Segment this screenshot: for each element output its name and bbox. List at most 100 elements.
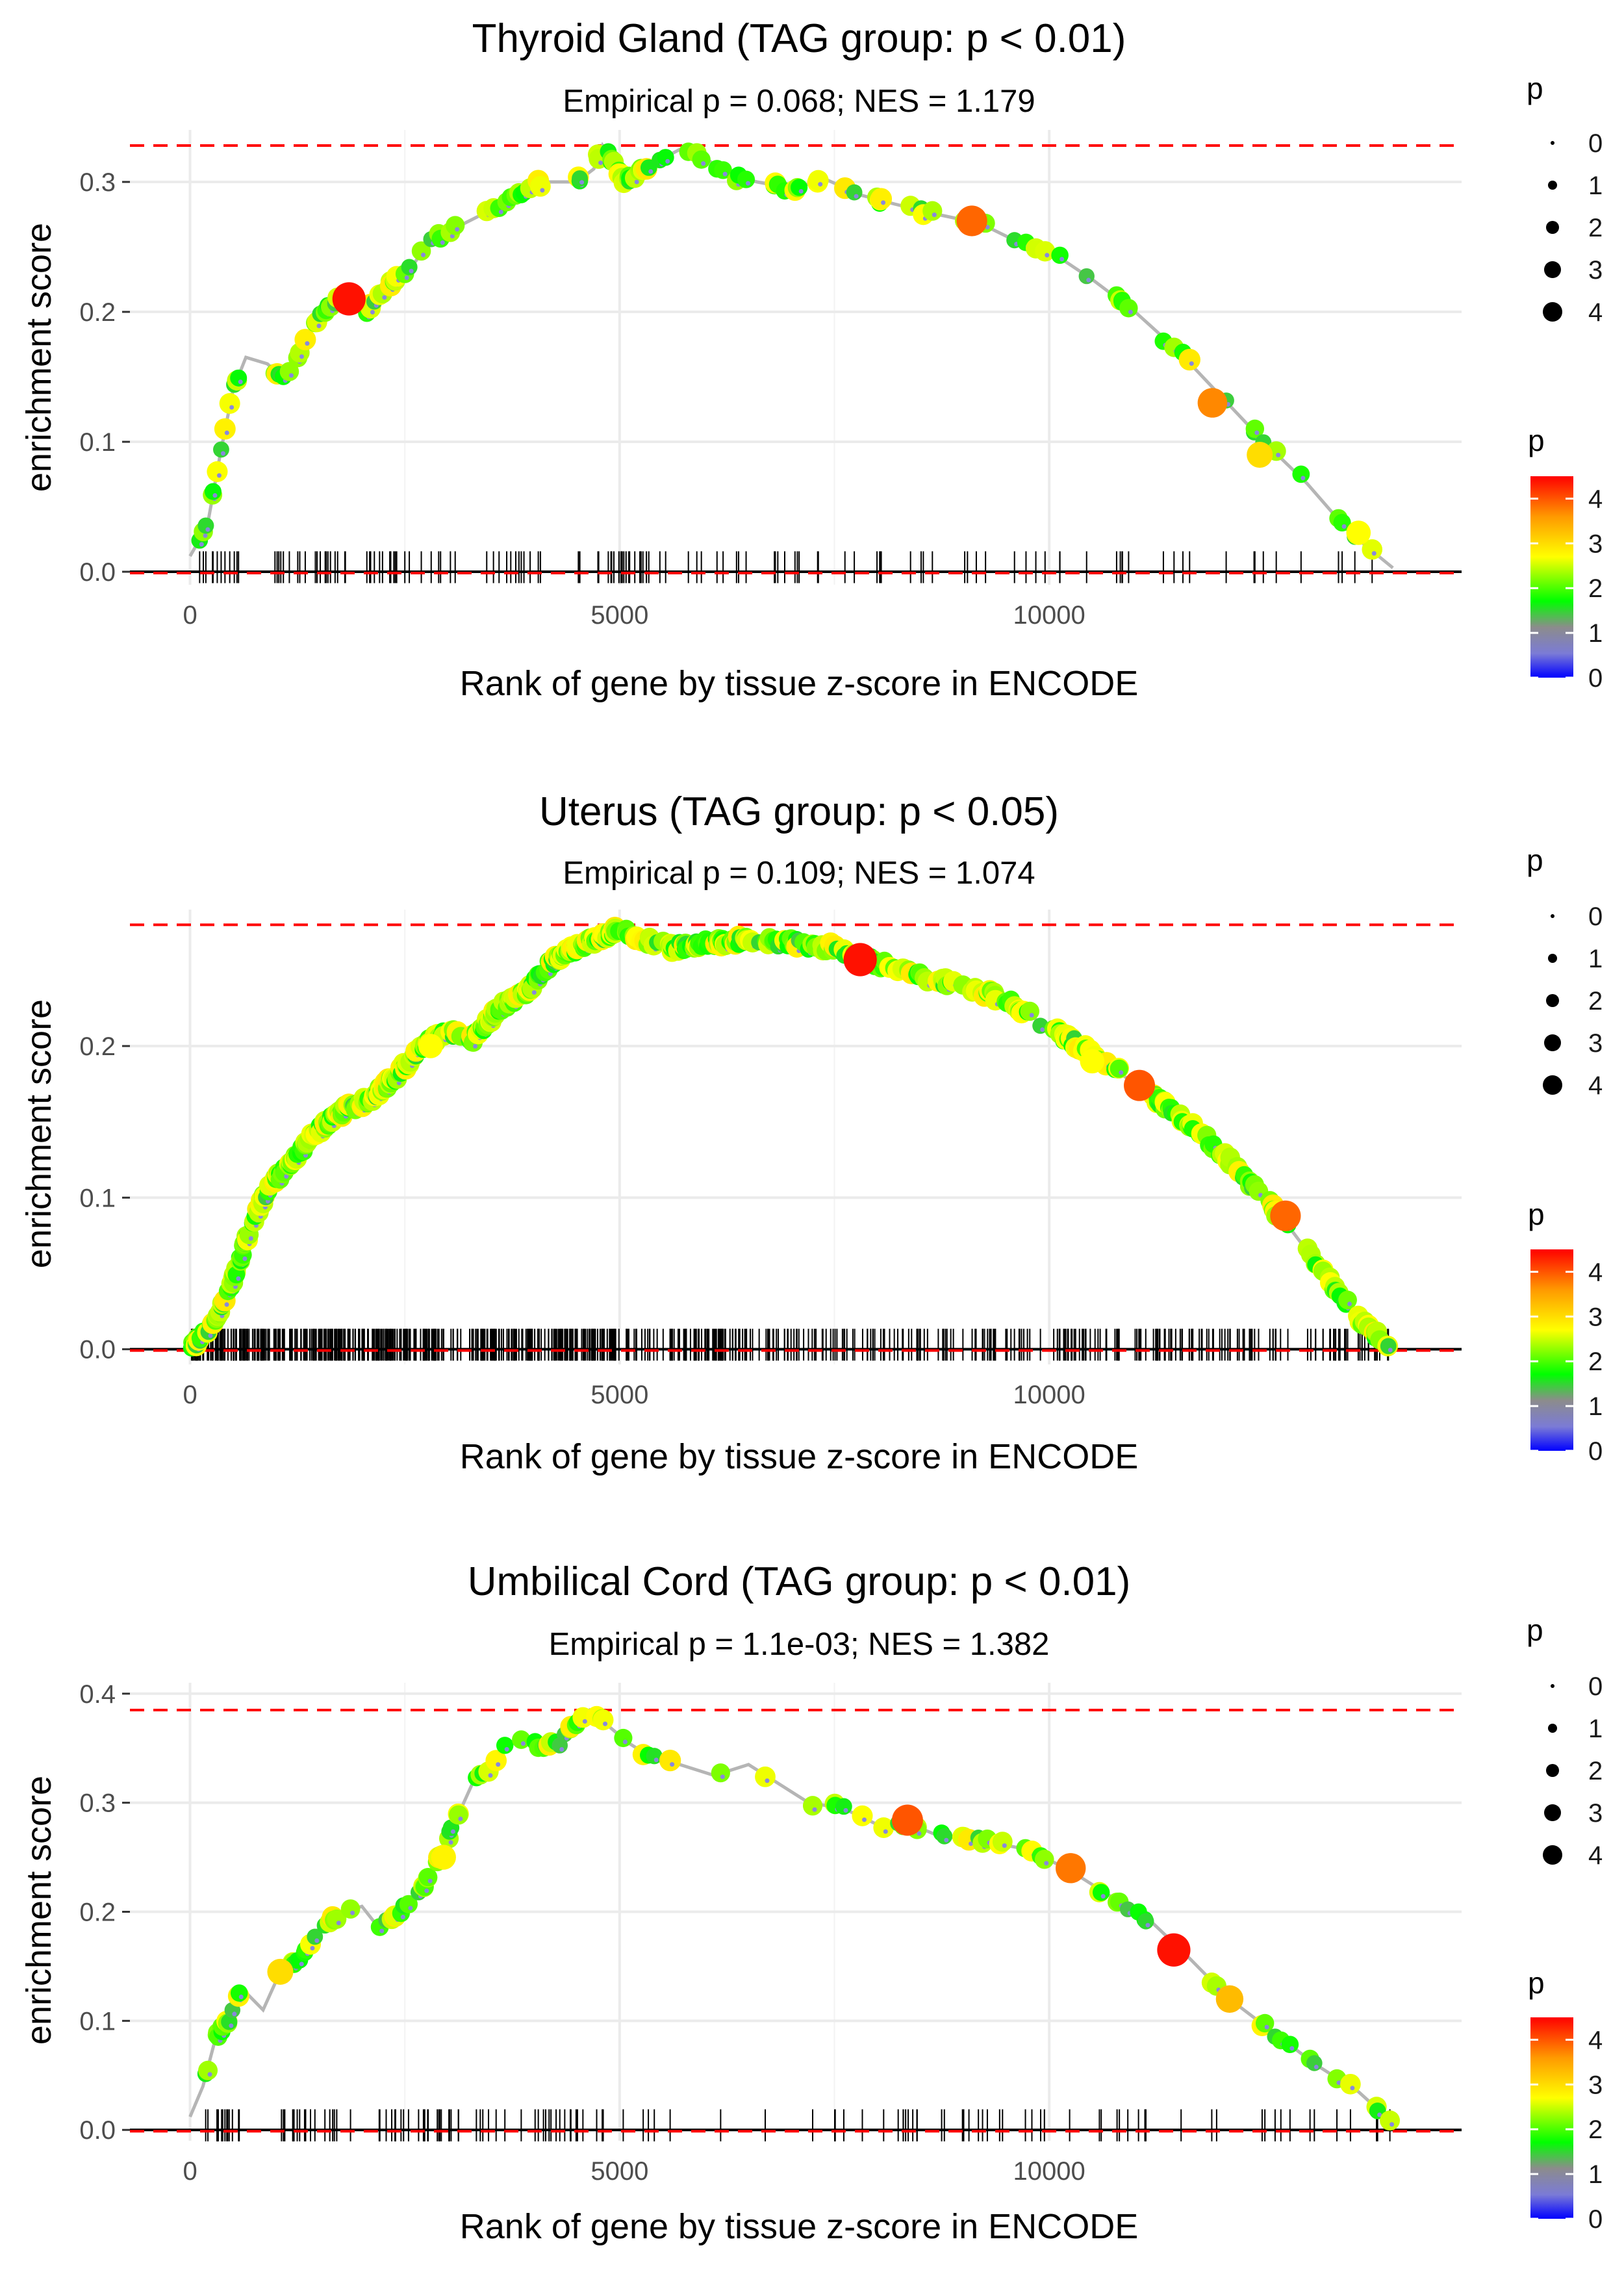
x-tick-label: 5000 — [590, 1381, 648, 1409]
color-bar — [1530, 2017, 1573, 2219]
x-tick-label: 0 — [183, 2157, 197, 2186]
hit-point-shadow — [603, 1721, 608, 1726]
hit-point-shadow — [843, 1808, 848, 1813]
hit-point-shadow — [1347, 1301, 1352, 1307]
size-legend-label: 3 — [1588, 1799, 1603, 1828]
color-legend-label: 0 — [1588, 664, 1603, 693]
plot-area — [130, 910, 1462, 1364]
highlight-point — [332, 282, 366, 316]
size-legend-dot — [1543, 1075, 1562, 1095]
hit-point-shadow — [622, 1739, 628, 1744]
color-legend-label: 3 — [1588, 2071, 1603, 2099]
size-legend-label: 0 — [1588, 129, 1603, 158]
panel-subtitle: Empirical p = 1.1e-03; NES = 1.382 — [549, 1627, 1050, 1662]
size-legend-label: 2 — [1588, 987, 1603, 1016]
size-legend-dot — [1548, 181, 1557, 190]
hit-point-shadow — [648, 169, 653, 174]
hit-point — [512, 1730, 531, 1749]
hit-point — [213, 441, 229, 458]
y-tick-labels: 0.0 0.1 0.2 — [79, 1032, 130, 1364]
plot-area — [130, 130, 1462, 585]
hit-point — [411, 241, 431, 261]
hit-point-shadow — [665, 159, 670, 164]
hit-point-shadow — [883, 1829, 888, 1834]
hit-point-shadow — [1341, 524, 1347, 529]
highlight-point — [1247, 442, 1273, 468]
hit-point — [846, 184, 863, 201]
hit-point — [592, 1709, 614, 1731]
hit-point — [449, 1805, 468, 1825]
y-axis-label: enrichment score — [19, 1776, 58, 2045]
hit-point-shadow — [1350, 2086, 1355, 2091]
x-axis-label: Rank of gene by tissue z-score in ENCODE — [460, 664, 1138, 703]
hit-point — [659, 1749, 681, 1772]
hit-point-shadow — [1313, 2064, 1319, 2069]
hit-point-shadow — [207, 2072, 212, 2077]
size-legend-label: 0 — [1588, 902, 1603, 931]
y-tick-label: 0.3 — [79, 168, 116, 197]
hit-point — [529, 175, 551, 197]
hit-point-shadow — [579, 180, 585, 185]
size-legend-dot — [1544, 261, 1561, 278]
color-legend-label: 1 — [1588, 1392, 1603, 1421]
color-legend-label: 4 — [1588, 1258, 1603, 1286]
hit-point — [1338, 1290, 1357, 1310]
hit-point — [340, 1899, 361, 1919]
hit-point-shadow — [818, 182, 823, 187]
hit-point-shadow — [1289, 2046, 1295, 2051]
hit-point-shadow — [216, 473, 222, 478]
color-bar — [1530, 476, 1573, 678]
hit-point-shadow — [1145, 1923, 1150, 1928]
hit-point-shadow — [798, 188, 804, 194]
y-tick-label: 0.3 — [79, 1789, 116, 1818]
hit-point-shadow — [382, 295, 387, 300]
hit-point — [230, 369, 247, 387]
size-legend-dot — [1546, 221, 1559, 234]
size-legend-label: 4 — [1588, 1071, 1603, 1100]
hit-point — [1306, 2055, 1323, 2071]
hit-point — [922, 201, 943, 221]
size-legend-dot — [1551, 141, 1554, 145]
hit-point — [1333, 513, 1351, 531]
panel-title: Uterus (TAG group: p < 0.05) — [539, 789, 1059, 834]
hit-point-shadow — [1389, 2122, 1395, 2127]
hit-point — [737, 170, 755, 188]
hit-point-shadow — [1086, 277, 1091, 283]
hit-point — [279, 362, 299, 381]
hit-point — [418, 1867, 438, 1887]
hit-point-shadow — [1371, 551, 1377, 556]
hit-points — [197, 1706, 1401, 2131]
size-legend: 0 1 2 3 4 — [1543, 1672, 1603, 1870]
hit-point-shadow — [670, 1762, 675, 1767]
panel-subtitle: Empirical p = 0.068; NES = 1.179 — [563, 84, 1035, 119]
hit-point-shadow — [238, 379, 243, 385]
hit-point — [399, 1895, 418, 1913]
hit-point — [214, 418, 236, 440]
hit-point-shadow — [316, 324, 322, 329]
hit-point — [835, 1798, 852, 1815]
panel-title: Thyroid Gland (TAG group: p < 0.01) — [472, 16, 1126, 61]
y-tick-label: 0.0 — [79, 1336, 116, 1364]
x-tick-label: 0 — [183, 601, 197, 630]
size-legend-label: 4 — [1588, 1841, 1603, 1870]
hit-point-shadow — [598, 160, 603, 166]
hit-point-shadow — [498, 209, 503, 214]
hit-point-shadow — [881, 200, 886, 205]
hit-point — [1281, 2036, 1299, 2054]
hit-ticks — [199, 551, 1373, 583]
color-legend-label: 4 — [1588, 485, 1603, 513]
hit-point-shadow — [427, 1878, 433, 1884]
size-legend-dot — [1548, 1724, 1557, 1733]
hit-point — [1380, 1338, 1397, 1355]
hit-point — [207, 461, 228, 482]
hit-point-shadow — [424, 1888, 429, 1893]
hit-point — [572, 170, 589, 187]
hit-point — [852, 1805, 873, 1826]
hit-point — [1020, 1001, 1039, 1021]
x-tick-label: 10000 — [1013, 1381, 1085, 1409]
color-legend-label: 4 — [1588, 2026, 1603, 2054]
size-legend-label: 3 — [1588, 1029, 1603, 1058]
color-legend-label: 2 — [1588, 574, 1603, 603]
hit-point-shadow — [448, 1840, 453, 1845]
